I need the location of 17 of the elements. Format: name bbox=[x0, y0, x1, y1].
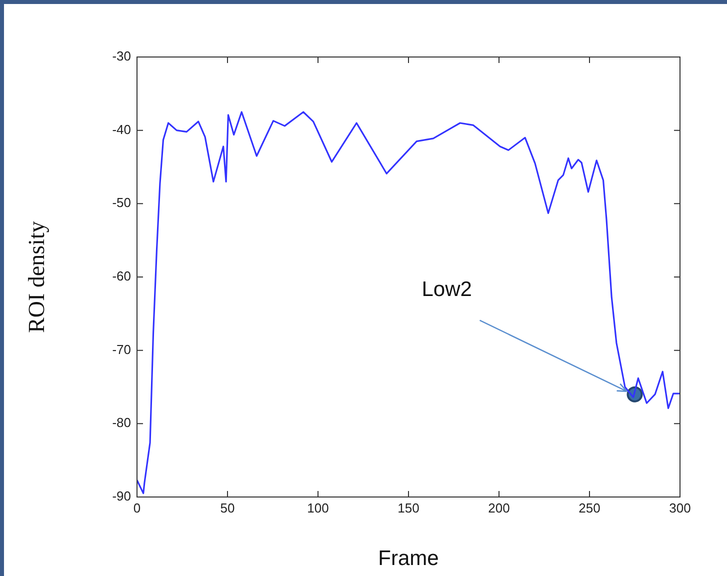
y-tick-label: -30 bbox=[112, 48, 131, 64]
y-tick-label: -50 bbox=[112, 195, 131, 210]
x-tick-label: 100 bbox=[307, 500, 329, 516]
x-tick-label: 200 bbox=[488, 500, 510, 516]
y-tick-label: -40 bbox=[112, 122, 131, 137]
annotation: Low2 bbox=[422, 278, 472, 302]
x-tick-label: 0 bbox=[133, 500, 141, 516]
x-tick-label: 150 bbox=[398, 500, 420, 516]
x-axis-title: Frame bbox=[378, 547, 439, 570]
y-axis-title: ROI density bbox=[24, 220, 49, 333]
y-tick-label: -80 bbox=[112, 415, 131, 430]
y-tick-label: -90 bbox=[112, 488, 131, 504]
x-tick-label: 250 bbox=[578, 500, 600, 516]
x-tick-label: 300 bbox=[669, 500, 691, 516]
y-tick-label: -70 bbox=[112, 342, 131, 357]
y-tick-label: -60 bbox=[112, 268, 131, 284]
x-tick-label: 50 bbox=[220, 500, 235, 516]
